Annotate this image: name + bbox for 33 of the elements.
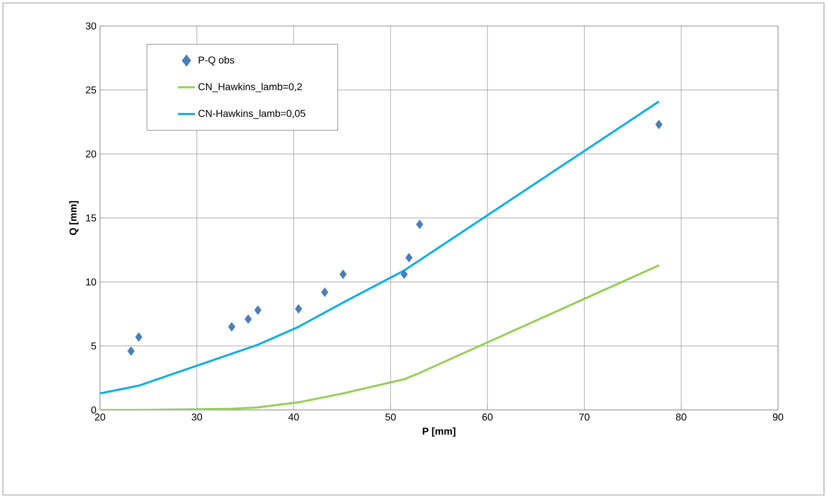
point xyxy=(655,120,662,130)
point xyxy=(400,270,408,280)
x-tick-label: 80 xyxy=(676,414,686,421)
point xyxy=(254,305,262,315)
y-tick-label: 30 xyxy=(86,22,96,30)
y-axis-title: Q [mm] xyxy=(69,201,79,236)
legend-label: P-Q obs xyxy=(198,56,234,66)
point xyxy=(127,346,135,356)
y-tick-label: 5 xyxy=(91,342,96,350)
x-tick-label: 90 xyxy=(772,414,784,421)
x-tick-label: 50 xyxy=(385,414,396,421)
point xyxy=(321,288,328,297)
legend-label: CN_Hawkins_lamb=0,2 xyxy=(198,82,302,92)
point xyxy=(244,314,252,324)
legend-label: CN-Hawkins_lamb=0,05 xyxy=(198,110,306,119)
y-tick-label: 20 xyxy=(86,150,96,158)
x-tick-label: 70 xyxy=(579,414,590,421)
point xyxy=(416,220,424,230)
y-tick-label: 15 xyxy=(86,214,96,222)
y-tick-label: 10 xyxy=(86,278,96,286)
point xyxy=(405,252,413,262)
x-tick-label: 40 xyxy=(288,414,299,421)
line-series xyxy=(100,100,660,394)
x-tick-label: 30 xyxy=(192,414,202,421)
y-tick-label: 0 xyxy=(91,406,96,414)
y-tick-label: 25 xyxy=(86,86,96,94)
x-axis-title: P [mm] xyxy=(422,427,456,437)
point xyxy=(340,270,347,280)
line-series xyxy=(100,264,660,410)
point xyxy=(135,332,142,342)
x-tick-label: 60 xyxy=(482,414,493,421)
point xyxy=(294,304,302,314)
point xyxy=(228,322,236,332)
